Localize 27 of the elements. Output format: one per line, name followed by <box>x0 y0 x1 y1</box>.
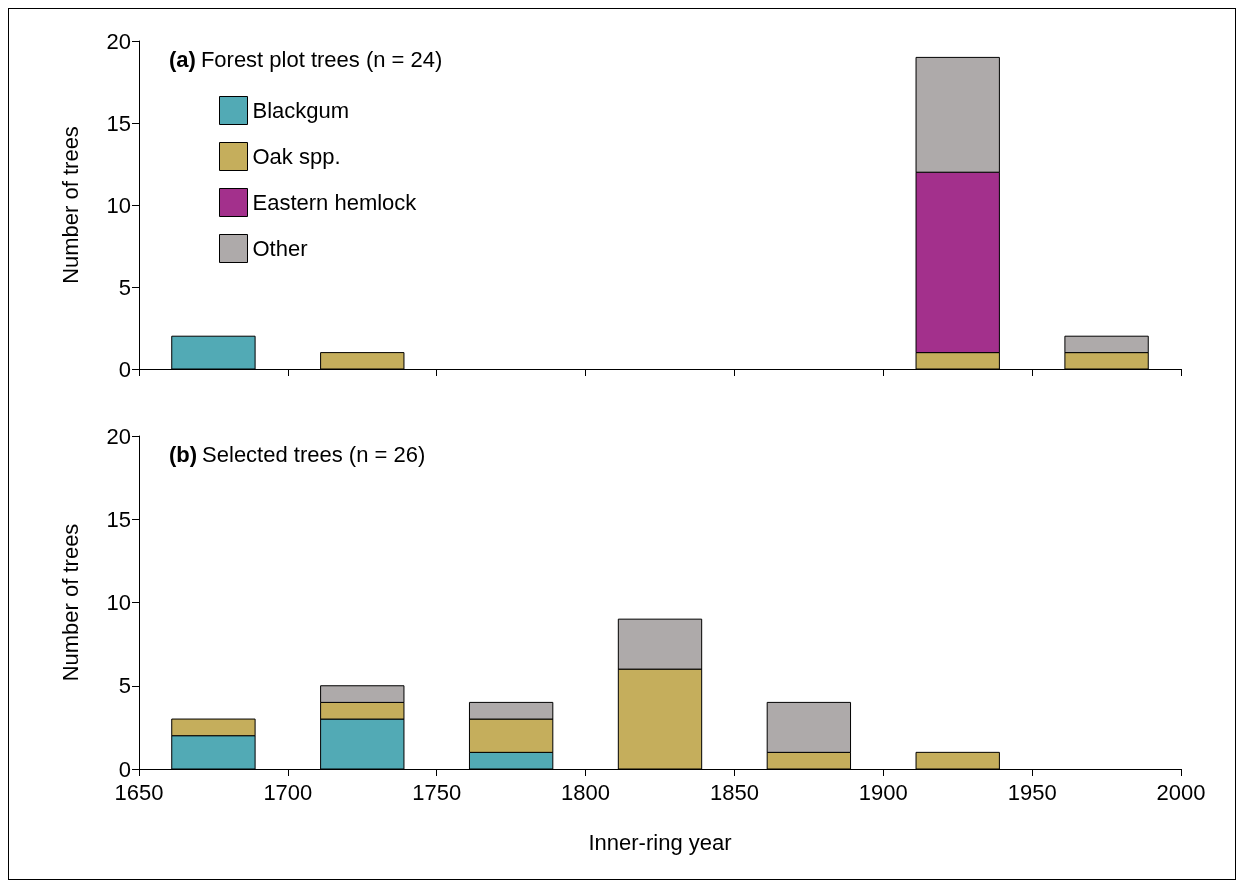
y-tick-label: 15 <box>106 506 131 532</box>
y-tick-label: 5 <box>118 274 131 300</box>
x-tick-label: 1950 <box>1007 779 1057 805</box>
x-tick-label: 2000 <box>1156 779 1206 805</box>
x-tick-label: 1650 <box>114 779 164 805</box>
legend-label: Other <box>252 236 308 261</box>
x-tick-label: 1700 <box>263 779 313 805</box>
y-tick-label: 10 <box>106 192 131 218</box>
y-tick-label: 0 <box>118 356 131 382</box>
y-axis-title: Number of trees <box>57 126 83 284</box>
legend-label: Oak spp. <box>252 144 341 169</box>
y-tick-label: 20 <box>106 423 131 449</box>
x-tick-label: 1750 <box>412 779 462 805</box>
chart-title: (b) Selected trees (n = 26) <box>169 441 426 467</box>
x-tick-label: 1900 <box>858 779 908 805</box>
x-tick-label: 1800 <box>561 779 611 805</box>
y-tick-label: 5 <box>118 673 131 699</box>
y-tick-label: 15 <box>106 110 131 136</box>
y-tick-label: 10 <box>106 590 131 615</box>
x-tick-label: 1850 <box>709 779 759 805</box>
y-tick-label: 20 <box>106 28 131 54</box>
y-axis-title: Number of trees <box>57 523 83 682</box>
x-axis-title: Inner-ring year <box>588 829 732 855</box>
chart-title: (a) Forest plot trees (n = 24) <box>169 46 443 72</box>
legend-label: Blackgum <box>252 98 350 123</box>
legend-label: Eastern hemlock <box>252 190 418 215</box>
y-tick-label: 0 <box>118 756 131 782</box>
